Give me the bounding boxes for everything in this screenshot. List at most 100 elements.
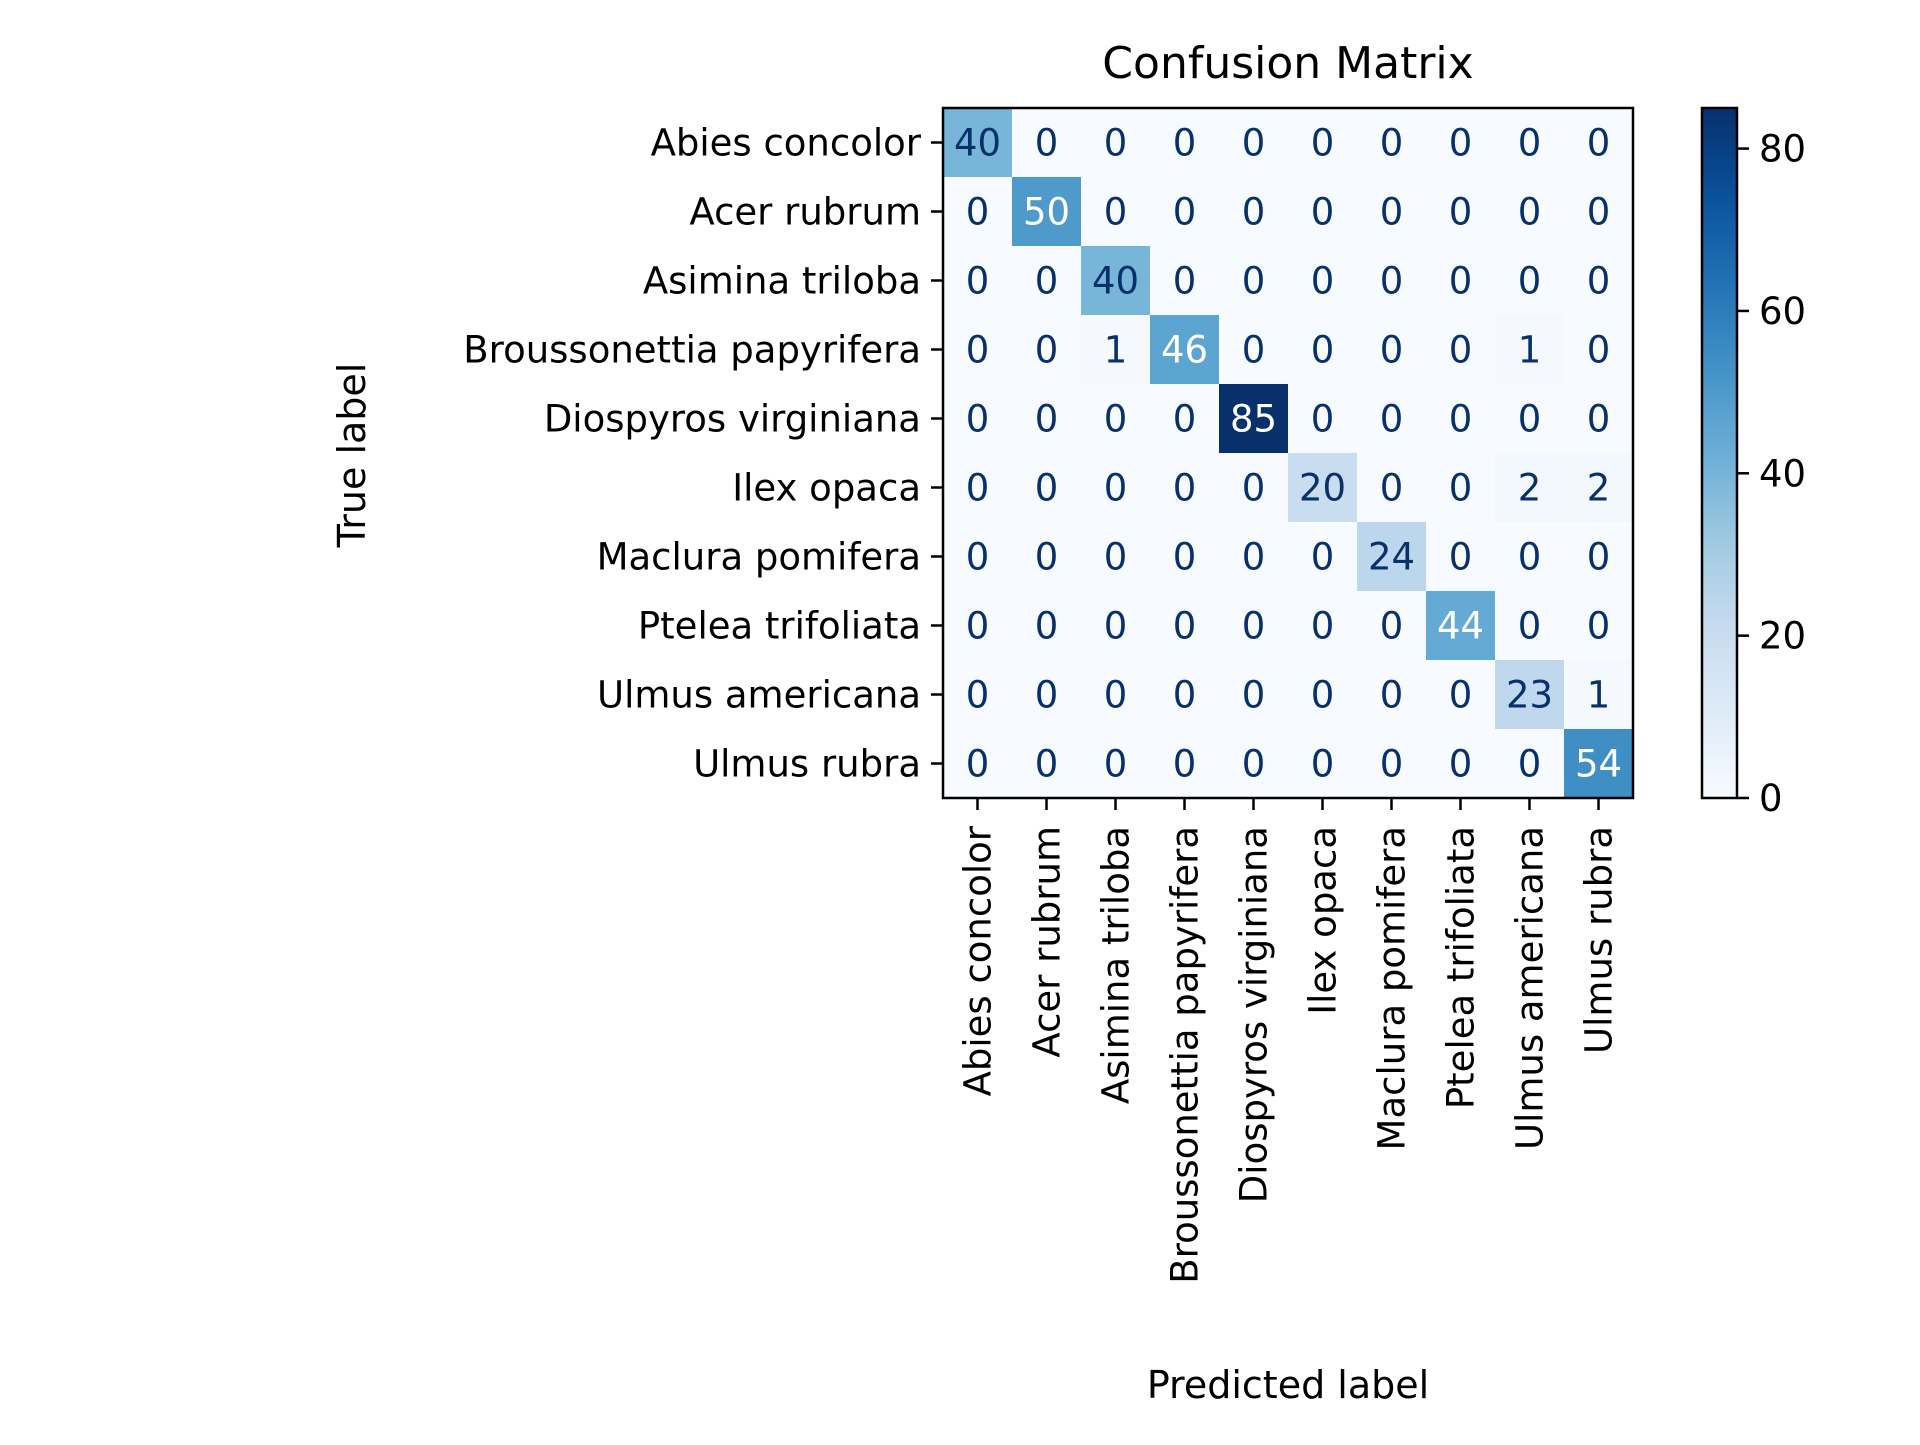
cell-value-label: 0 [1587,329,1611,372]
heatmap-cell [1081,177,1151,247]
heatmap-cell [1357,591,1427,661]
cell-value-label: 44 [1437,605,1484,648]
cell-value-label: 0 [1242,605,1266,648]
heatmap-cell [1288,522,1358,592]
cell-value-label: 0 [1242,743,1266,786]
x-tick-label: Ptelea trifoliata [1440,826,1483,1109]
cell-value-label: 0 [966,467,990,510]
cell-value-label: 0 [1311,536,1335,579]
cell-value-label: 0 [1449,674,1473,717]
heatmap-cell [1288,660,1358,730]
heatmap-cell [1357,177,1427,247]
heatmap-cell [1495,246,1565,316]
chart-title: Confusion Matrix [1102,38,1473,89]
cell-value-label: 0 [1449,743,1473,786]
colorbar-tick-label: 60 [1759,290,1806,333]
heatmap-cell [1012,177,1082,247]
cell-value-label: 0 [1104,605,1128,648]
heatmap-cell [1288,177,1358,247]
cell-value-label: 0 [966,329,990,372]
y-tick-label: Acer rubrum [689,191,921,234]
heatmap-cell [1357,660,1427,730]
x-tick-label: Asimina triloba [1095,826,1138,1104]
cell-value-label: 23 [1506,674,1553,717]
heatmap-cell [1081,246,1151,316]
cell-value-label: 0 [1035,260,1059,303]
heatmap-cell [1357,246,1427,316]
heatmap-cell [1288,315,1358,385]
x-tick-label: Maclura pomifera [1371,826,1414,1150]
heatmap-cell [1495,591,1565,661]
heatmap-cell [1564,384,1634,454]
cell-value-label: 0 [1380,467,1404,510]
cell-value-label: 0 [1449,122,1473,165]
heatmap-cell [1357,522,1427,592]
heatmap-cell [1150,522,1220,592]
heatmap-cell [1564,522,1634,592]
cell-value-label: 2 [1518,467,1542,510]
heatmap-cell [1495,108,1565,178]
y-axis-label: True label [330,363,374,549]
heatmap-cell [1219,522,1289,592]
cell-value-label: 0 [1104,743,1128,786]
heatmap-cell [1081,315,1151,385]
cell-value-label: 0 [966,743,990,786]
heatmap-cell [1012,315,1082,385]
cell-value-label: 50 [1023,191,1070,234]
x-tick-label: Diospyros virginiana [1233,826,1276,1203]
heatmap-cell [1219,453,1289,523]
y-tick-label: Ulmus americana [597,674,921,717]
cell-value-label: 0 [1449,329,1473,372]
cell-value-label: 0 [1104,536,1128,579]
y-tick-label: Ulmus rubra [693,743,921,786]
cell-value-label: 0 [1380,191,1404,234]
heatmap-cell [1219,729,1289,799]
cell-value-label: 0 [1173,398,1197,441]
y-tick-label: Asimina triloba [643,260,921,303]
cell-value-label: 0 [1104,674,1128,717]
heatmap-cell [943,177,1013,247]
heatmap-cell [1426,315,1496,385]
heatmap-cell [1150,108,1220,178]
y-tick-label: Broussonettia papyrifera [463,329,921,372]
cell-value-label: 0 [1242,536,1266,579]
heatmap-cell [943,660,1013,730]
cell-value-label: 0 [1242,467,1266,510]
heatmap-cell [1288,108,1358,178]
cell-value-label: 0 [1035,743,1059,786]
cell-value-label: 0 [1035,329,1059,372]
heatmap-cell [1288,384,1358,454]
cell-value-label: 0 [1449,191,1473,234]
cell-value-label: 0 [1587,122,1611,165]
cell-value-label: 0 [1104,191,1128,234]
x-tick-label: Acer rubrum [1026,826,1069,1058]
cell-value-label: 0 [1587,191,1611,234]
heatmap-cell [1012,108,1082,178]
cell-value-label: 1 [1518,329,1542,372]
colorbar-tick-label: 20 [1759,615,1806,658]
cell-value-label: 0 [1587,260,1611,303]
x-tick-label: Broussonettia papyrifera [1164,826,1207,1284]
cell-value-label: 0 [966,398,990,441]
cell-value-label: 0 [1380,122,1404,165]
heatmap-cell [1150,729,1220,799]
heatmap-cell [1564,315,1634,385]
heatmap-cell [1426,246,1496,316]
cell-value-label: 0 [1518,605,1542,648]
cell-value-label: 0 [966,260,990,303]
heatmap-cell [1495,453,1565,523]
cell-value-label: 0 [1242,260,1266,303]
colorbar-ticks: 0 20 40 60 80 [1737,128,1806,820]
heatmap-cell [1219,384,1289,454]
cell-value-label: 0 [1518,191,1542,234]
cell-value-label: 0 [1104,122,1128,165]
heatmap-cell [1564,729,1634,799]
heatmap-cell [1495,315,1565,385]
cell-value-label: 0 [1173,467,1197,510]
cell-value-label: 0 [1518,260,1542,303]
heatmap-cell [1357,384,1427,454]
cell-value-label: 1 [1104,329,1128,372]
cell-value-label: 0 [1242,329,1266,372]
heatmap-cell [1150,660,1220,730]
